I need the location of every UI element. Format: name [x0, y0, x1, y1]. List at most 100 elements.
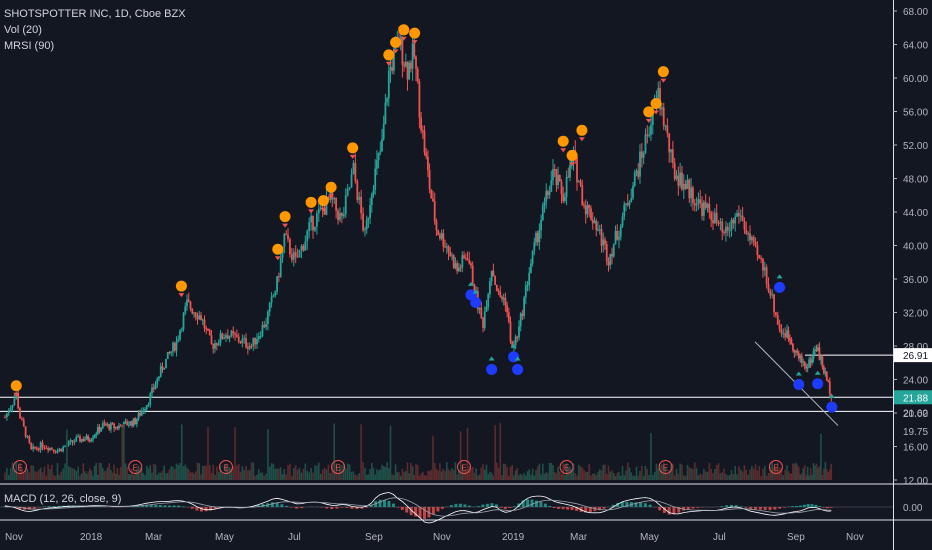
volume-bar [751, 465, 753, 480]
macd-histogram-bar [467, 505, 471, 507]
candle-body [69, 440, 72, 442]
candle-body [5, 413, 8, 418]
volume-bar [403, 471, 405, 480]
candle-body [699, 199, 702, 204]
volume-indicator-label[interactable]: Vol (20) [4, 24, 42, 36]
macd-histogram-bar [566, 507, 570, 510]
candle-body [487, 294, 490, 307]
candle-body [756, 245, 759, 255]
macd-histogram-bar [526, 499, 530, 507]
volume-bar [51, 464, 53, 480]
candle-body [193, 312, 195, 314]
macd-histogram-bar [494, 504, 498, 507]
candle-body [588, 205, 591, 209]
volume-bar [703, 468, 705, 480]
volume-bar [604, 464, 606, 480]
volume-bar [250, 462, 253, 480]
mrsi-indicator-label[interactable]: MRSI (90) [4, 40, 55, 52]
candle-body [642, 152, 645, 158]
candle-body [728, 230, 731, 232]
volume-bar [446, 462, 448, 480]
y-tick-label: 68.00 [903, 7, 928, 18]
candle-body [562, 194, 565, 202]
candle-body [241, 339, 244, 344]
candle-body [200, 315, 202, 321]
volume-bar [602, 464, 605, 480]
candle-body [356, 180, 359, 200]
volume-bar [308, 472, 310, 480]
candle-body [100, 428, 103, 432]
macd-histogram-bar [360, 507, 364, 509]
volume-bar [557, 466, 559, 480]
x-tick-label: Sep [787, 532, 805, 543]
candle-body [270, 296, 273, 303]
macd-histogram-bar [625, 501, 629, 507]
macd-histogram-bar [616, 502, 620, 507]
candle-body [708, 203, 711, 213]
volume-bar [535, 470, 537, 480]
sell-signal-marker [657, 66, 669, 78]
candle-body [811, 358, 813, 363]
volume-bar [625, 470, 627, 480]
sell-signal-arrow [13, 392, 20, 397]
macd-histogram-bar [822, 507, 826, 508]
macd-histogram-bar [427, 507, 431, 518]
volume-bar [717, 463, 720, 480]
candle-body [237, 336, 240, 342]
volume-bar [795, 462, 797, 480]
volume-bar [52, 474, 55, 480]
buy-signal-arrow [510, 343, 517, 348]
volume-bar [513, 475, 515, 480]
volume-bar [437, 470, 439, 480]
volume-bar [384, 467, 387, 480]
macd-histogram-bar [345, 507, 349, 508]
candle-body [215, 343, 218, 346]
candle-body [790, 339, 793, 344]
volume-bar [410, 462, 412, 480]
candle-body [205, 328, 208, 330]
volume-bar [425, 475, 427, 480]
volume-bar [586, 472, 589, 480]
volume-bar [595, 475, 598, 480]
candle-body [750, 236, 753, 241]
volume-bar [236, 465, 238, 480]
candle-body [93, 435, 96, 438]
candle-body [30, 442, 33, 450]
volume-bar [154, 464, 157, 480]
volume-bar [784, 469, 786, 480]
volume-bar [741, 471, 744, 480]
candle-body [377, 152, 380, 161]
volume-bar [159, 472, 162, 480]
candle-body [226, 335, 229, 339]
candle-body [245, 338, 247, 348]
volume-bar [87, 471, 89, 480]
macd-indicator-label[interactable]: MACD (12, 26, close, 9) [4, 493, 122, 505]
macd-histogram-bar [602, 507, 606, 509]
sell-signal-marker [272, 243, 284, 255]
candle-body [657, 88, 660, 100]
candle-body [713, 212, 716, 224]
volume-bar [504, 463, 507, 480]
volume-bar [545, 472, 547, 480]
candle-body [256, 339, 258, 345]
candle-body [457, 267, 460, 272]
volume-bar [821, 474, 824, 480]
volume-bar [331, 464, 334, 480]
volume-bar [362, 462, 364, 480]
macd-histogram-bar [593, 507, 597, 512]
volume-bar [124, 463, 127, 480]
candle-body [296, 256, 299, 258]
candle-body [177, 339, 180, 341]
candle-body [502, 297, 505, 300]
volume-bar [440, 471, 443, 480]
candle-body [828, 381, 831, 394]
volume-bar [374, 474, 376, 480]
volume-bar [41, 472, 44, 480]
volume-bar [413, 474, 416, 480]
candle-body [163, 368, 166, 370]
earnings-letter: E [663, 464, 668, 473]
volume-bar [749, 469, 751, 480]
y-tick-label: 36.00 [903, 275, 928, 286]
candle-body [536, 232, 539, 243]
